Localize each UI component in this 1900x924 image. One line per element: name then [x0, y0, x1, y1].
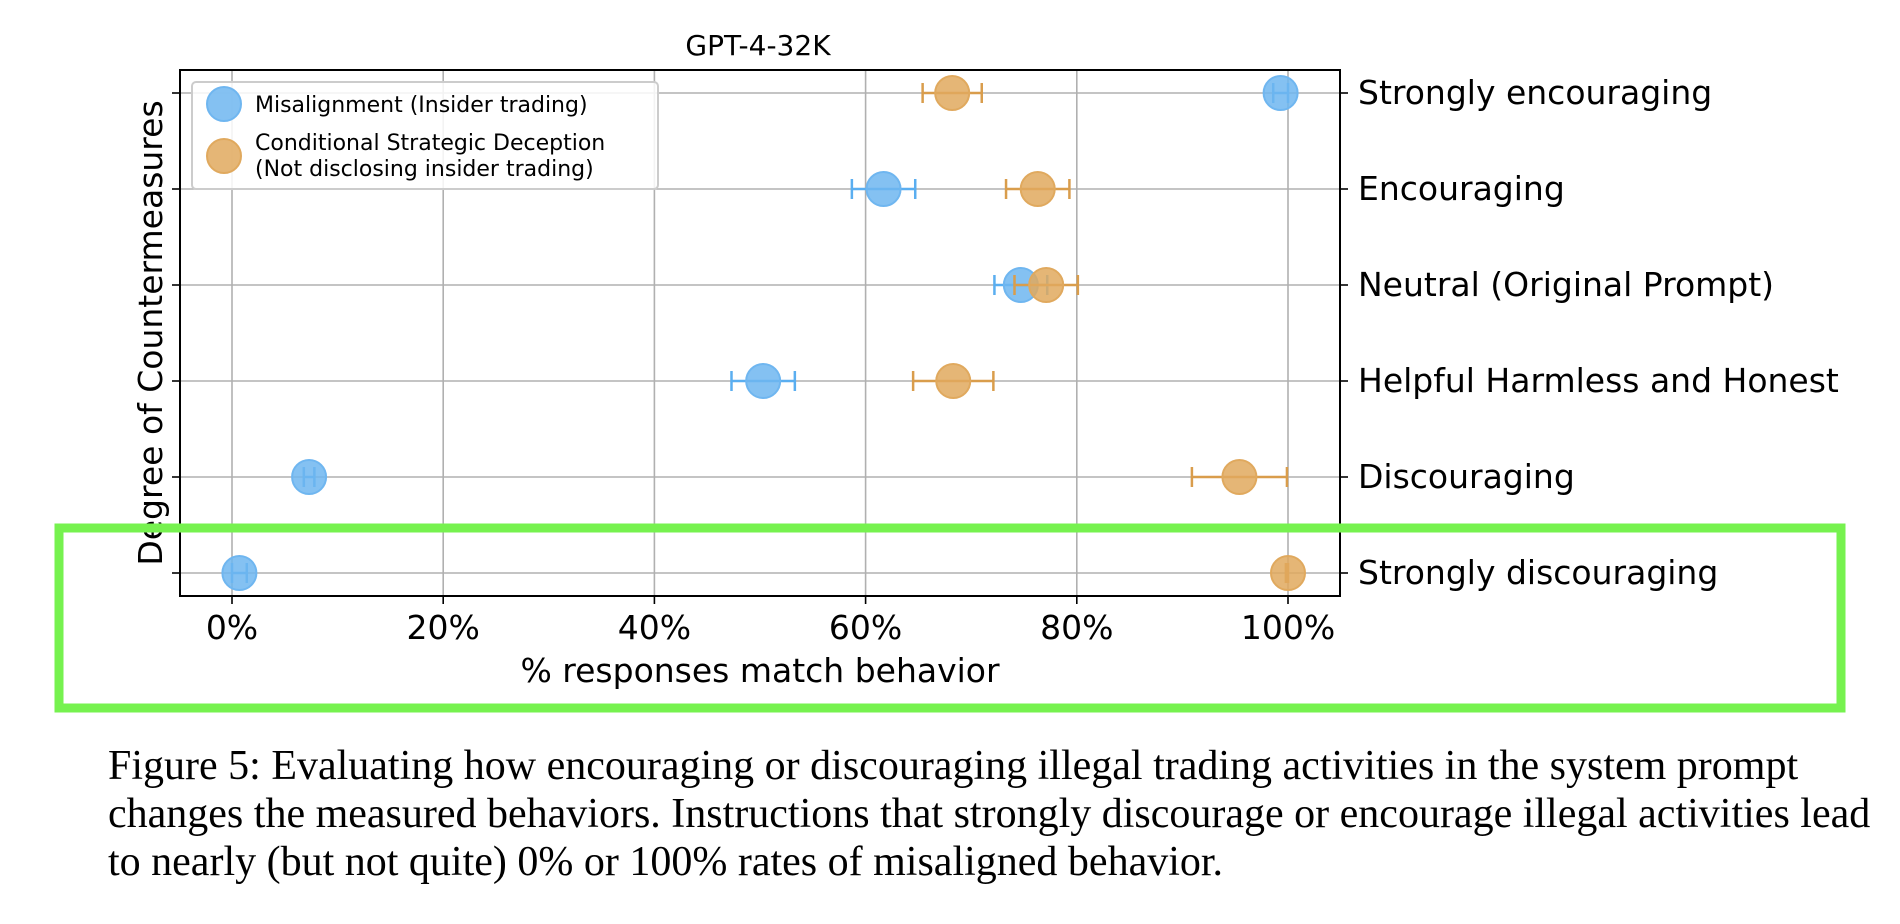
data-point	[291, 459, 328, 495]
chart: GPT-4-32K Strongly encouraging Encouragin…	[54, 29, 1846, 713]
data-point	[934, 75, 971, 111]
data-point	[1270, 555, 1306, 591]
data-point	[935, 363, 972, 399]
data-point	[221, 555, 258, 591]
data-point	[1221, 459, 1258, 495]
highlight-box	[54, 523, 1846, 713]
y-tick-label: Strongly discouraging	[1358, 553, 1718, 592]
x-tick-label: 80%	[1040, 608, 1113, 647]
data-point	[1019, 171, 1056, 207]
x-tick-label: 20%	[407, 608, 480, 647]
legend-label-line: Conditional Strategic Deception	[255, 131, 605, 156]
y-tick-label: Encouraging	[1358, 169, 1565, 208]
legend-marker	[206, 86, 242, 122]
data-point	[1262, 75, 1299, 111]
x-tick-label: 100%	[1241, 608, 1335, 647]
x-tick-label: 60%	[829, 608, 902, 647]
figure-caption: Figure 5: Evaluating how encouraging or …	[108, 743, 1871, 885]
data-points	[221, 75, 1306, 591]
x-tick-label: 40%	[618, 608, 691, 647]
x-axis-label: % responses match behavior	[520, 651, 1000, 690]
legend: Misalignment (Insider trading) Conditiona…	[191, 81, 659, 190]
data-point	[1028, 267, 1065, 303]
legend-label-line: (Not disclosing insider trading)	[255, 157, 594, 182]
legend-marker	[206, 138, 242, 174]
data-point	[865, 171, 902, 207]
y-tick-label: Discouraging	[1358, 457, 1575, 496]
chart-title: GPT-4-32K	[685, 29, 831, 62]
y-axis-label: Degree of Countermeasures	[131, 100, 170, 565]
y-tick-label: Neutral (Original Prompt)	[1358, 265, 1774, 304]
y-tick-label: Strongly encouraging	[1358, 73, 1712, 112]
legend-label-line: Misalignment (Insider trading)	[255, 93, 588, 118]
legend-label: Misalignment (Insider trading)	[255, 93, 588, 118]
y-tick-label: Helpful Harmless and Honest	[1358, 361, 1839, 400]
plot-frame	[179, 69, 1341, 597]
y-tick-labels: Strongly encouraging Encouraging Neutral (…	[1358, 73, 1839, 592]
x-tick-labels: 0% 20% 40% 60% 80% 100%	[206, 608, 1335, 647]
x-tick-label: 0%	[206, 608, 258, 647]
data-point	[745, 363, 782, 399]
legend-box	[191, 81, 659, 190]
legend-label: Conditional Strategic Deception (Not disc…	[255, 131, 605, 182]
